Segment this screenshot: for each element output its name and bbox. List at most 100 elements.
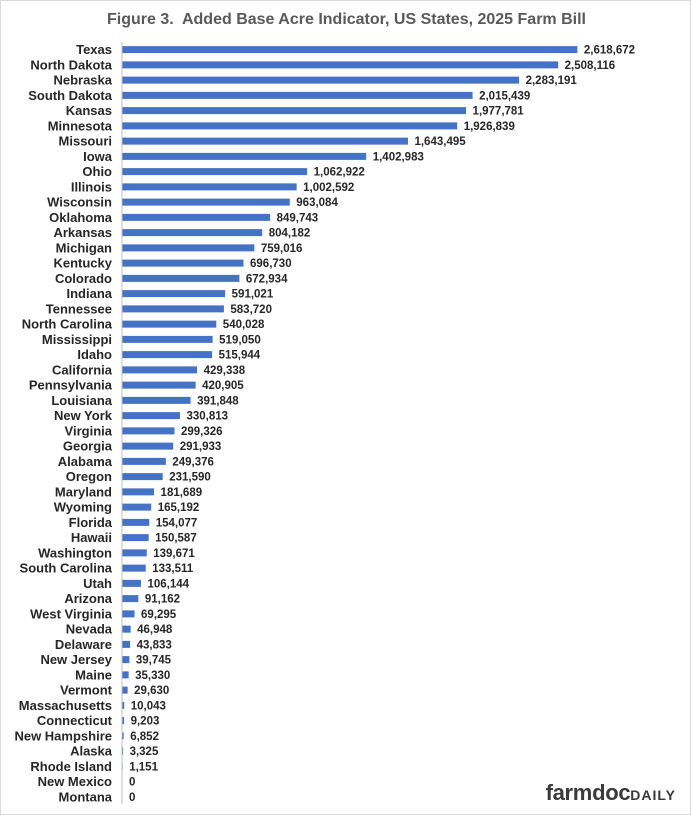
value-label: 69,295 <box>141 609 177 621</box>
bar <box>122 259 244 267</box>
category-label: Texas <box>76 42 112 57</box>
value-label: 35,330 <box>135 670 170 682</box>
bar <box>122 274 240 282</box>
value-label: 291,933 <box>180 441 222 453</box>
value-label: 154,077 <box>156 517 198 529</box>
bar <box>122 183 297 191</box>
category-label: Connecticut <box>37 713 113 728</box>
value-label: 6,852 <box>130 731 159 743</box>
brand-daily: DAILY <box>630 787 676 803</box>
value-label: 1,977,781 <box>473 106 525 118</box>
category-label: Nevada <box>66 622 113 637</box>
bar <box>122 305 224 313</box>
category-label: West Virginia <box>30 606 113 621</box>
bar <box>122 91 473 99</box>
value-label: 43,833 <box>137 639 172 651</box>
category-label: Alaska <box>70 744 113 759</box>
category-label: Kansas <box>66 103 112 118</box>
value-label: 29,630 <box>134 685 169 697</box>
value-label: 759,016 <box>261 243 303 255</box>
bar <box>122 686 128 694</box>
value-label: 9,203 <box>131 716 160 728</box>
bar <box>122 412 180 420</box>
category-label: Hawaii <box>71 530 112 545</box>
bar <box>122 503 152 511</box>
bar <box>122 595 139 603</box>
category-label: Wyoming <box>54 500 112 515</box>
bar <box>122 701 125 709</box>
value-label: 583,720 <box>230 304 272 316</box>
category-label: New Hampshire <box>14 728 112 743</box>
bar <box>122 732 124 740</box>
bar <box>122 427 175 435</box>
category-label: New Mexico <box>38 774 112 789</box>
value-label: 299,326 <box>181 426 223 438</box>
value-label: 0 <box>129 777 135 789</box>
category-label: Washington <box>38 545 112 560</box>
bar <box>122 656 130 664</box>
bar <box>122 381 196 389</box>
bar <box>122 213 271 221</box>
bar <box>122 76 520 84</box>
bar <box>122 320 217 328</box>
category-label: Massachusetts <box>19 698 112 713</box>
category-label: Florida <box>69 515 113 530</box>
value-label: 1,643,495 <box>414 136 466 148</box>
value-label: 1,002,592 <box>303 182 354 194</box>
bar <box>122 366 198 374</box>
value-label: 46,948 <box>137 624 173 636</box>
value-label: 672,934 <box>246 273 288 285</box>
bar <box>122 442 174 450</box>
category-label: Utah <box>83 576 112 591</box>
bar <box>122 137 408 145</box>
category-label: Vermont <box>60 683 113 698</box>
bar <box>122 671 129 679</box>
value-label: 0 <box>129 792 135 804</box>
category-label: Michigan <box>56 240 112 255</box>
value-label: 3,325 <box>130 746 159 758</box>
category-label: Missouri <box>59 134 112 149</box>
value-label: 849,743 <box>277 212 319 224</box>
value-label: 106,144 <box>147 578 189 590</box>
bar <box>122 198 290 206</box>
farmdoc-daily-logo: farmdocDAILY <box>546 780 676 806</box>
value-label: 391,848 <box>197 395 239 407</box>
category-label: Maryland <box>55 484 112 499</box>
value-label: 231,590 <box>169 472 211 484</box>
value-label: 591,021 <box>232 289 274 301</box>
value-label: 540,028 <box>223 319 265 331</box>
value-label: 249,376 <box>172 456 214 468</box>
category-label: North Dakota <box>30 57 112 72</box>
category-label: Tennessee <box>46 301 112 316</box>
bar <box>122 244 255 252</box>
bar <box>122 564 146 572</box>
value-label: 963,084 <box>296 197 338 209</box>
category-label: Illinois <box>71 179 112 194</box>
value-label: 139,671 <box>153 548 195 560</box>
category-label: Kentucky <box>53 256 112 271</box>
bar <box>122 229 263 237</box>
bar <box>122 46 578 54</box>
bar <box>122 473 163 481</box>
bar <box>122 625 131 633</box>
category-label: Louisiana <box>51 393 112 408</box>
category-label: Colorado <box>55 271 112 286</box>
value-label: 133,511 <box>152 563 194 575</box>
bar <box>122 168 308 176</box>
bar <box>122 549 147 557</box>
chart-title: Figure 3. Added Base Acre Indicator, US … <box>107 11 586 28</box>
bar <box>122 717 125 725</box>
value-label: 10,043 <box>131 700 166 712</box>
bar <box>122 457 166 465</box>
category-label: South Dakota <box>28 88 113 103</box>
bar <box>122 579 141 587</box>
bar <box>122 488 155 496</box>
category-label: Wisconsin <box>47 195 112 210</box>
category-label: Rhode Island <box>30 759 112 774</box>
category-label: Oklahoma <box>49 210 113 225</box>
value-label: 2,508,116 <box>565 60 616 72</box>
brand-farmdoc: farmdoc <box>545 780 631 805</box>
value-label: 1,062,922 <box>314 167 365 179</box>
